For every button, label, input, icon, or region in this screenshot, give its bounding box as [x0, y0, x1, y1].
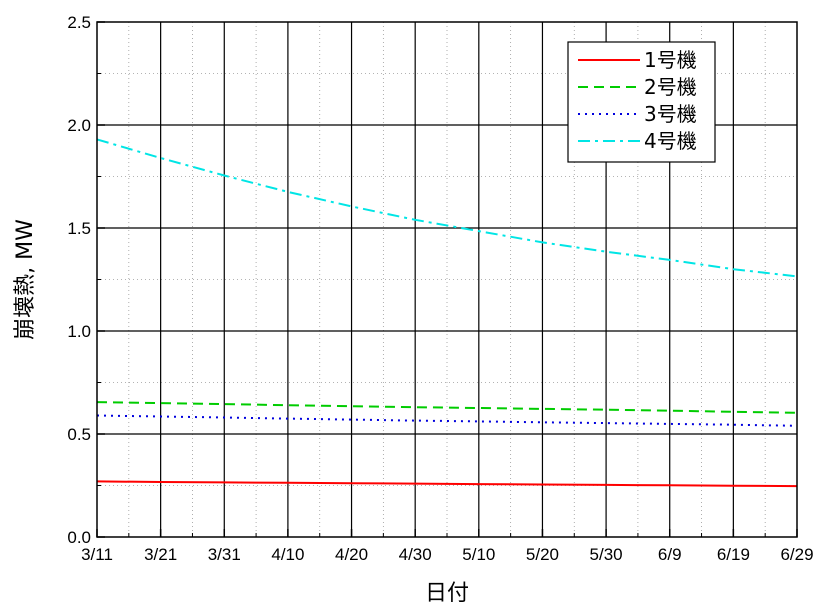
series-line-1: [96, 480, 798, 488]
x-tick-label: 3/21: [144, 545, 177, 564]
y-tick-label: 1.5: [67, 219, 91, 238]
x-tick-label: 4/30: [399, 545, 432, 564]
x-tick-labels: 3/11 3/21 3/31 4/10 4/20 4/30 5/10 5/20 5/30 6/9 6…: [81, 545, 813, 564]
axis-ticks: [96, 21, 798, 538]
x-tick-label: 6/29: [780, 545, 813, 564]
x-tick-label: 3/11: [81, 545, 113, 564]
y-tick-label: 0.5: [67, 425, 91, 444]
legend-label: 1号機: [644, 48, 697, 72]
x-tick-label: 5/20: [526, 545, 559, 564]
y-axis-label: 崩壊熱, MW: [13, 219, 38, 340]
x-tick-label: 5/30: [590, 545, 623, 564]
legend-box: [567, 41, 716, 163]
x-tick-label: 4/20: [335, 545, 368, 564]
series-line-3: [96, 414, 798, 427]
x-tick-label: 3/31: [208, 545, 241, 564]
y-tick-label: 2.5: [67, 13, 91, 32]
legend: 1号機 2号機 3号機 4号機: [567, 41, 716, 163]
x-tick-label: 5/10: [462, 545, 495, 564]
minor-grid: [97, 22, 797, 537]
y-tick-label: 2.0: [67, 116, 91, 135]
legend-label: 3号機: [644, 102, 697, 126]
series-line-4: [96, 138, 798, 278]
legend-label: 4号機: [644, 129, 697, 153]
x-tick-label: 6/19: [717, 545, 750, 564]
legend-label: 2号機: [644, 75, 697, 99]
x-tick-label: 6/9: [658, 545, 682, 564]
y-tick-labels: 0.0 0.5 1.0 1.5 2.0 2.5: [67, 13, 91, 547]
series-lines: [96, 138, 798, 488]
x-axis-label: 日付: [425, 581, 469, 606]
series-line-2: [96, 401, 798, 414]
y-tick-label: 0.0: [67, 528, 91, 547]
x-tick-label: 4/10: [271, 545, 304, 564]
y-tick-label: 1.0: [67, 322, 91, 341]
